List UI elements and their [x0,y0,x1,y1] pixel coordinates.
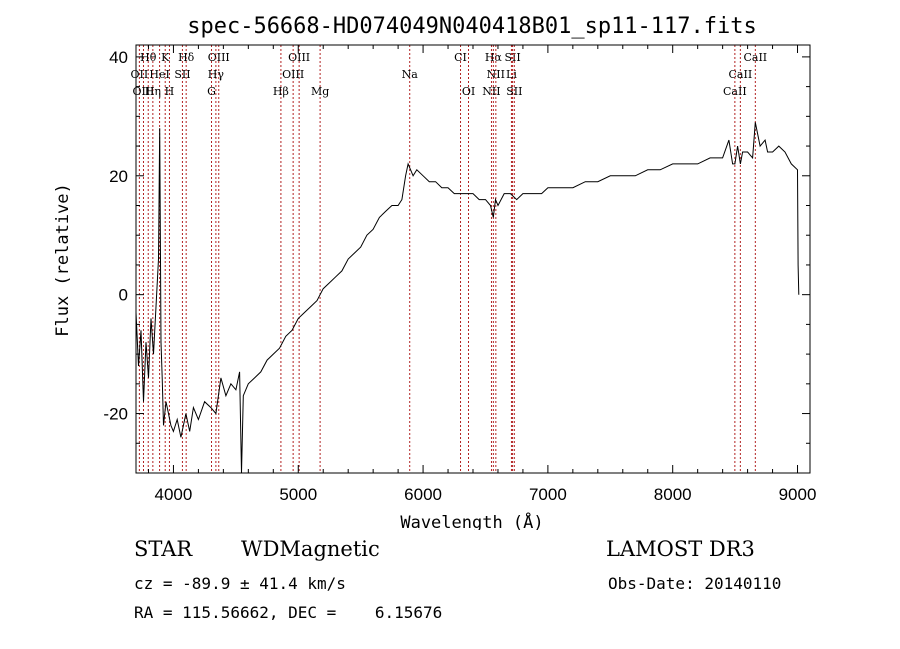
spectral-line-label: SII [504,51,520,64]
ra-dec: RA = 115.56662, DEC = 6.15676 [134,603,443,622]
spectral-line-label: Hη [145,85,161,98]
spectral-line-label: CaII [729,68,753,81]
spectral-line-label: OIII [208,51,230,64]
x-axis-label: Wavelength (Å) [400,511,543,530]
object-subclass: WDMagnetic [241,537,380,561]
spectral-line-label: Hθ [140,51,157,64]
spectral-line-label: Hα [485,51,503,64]
spectral-line-label: G [207,85,216,98]
spectral-line-label: K [161,51,170,64]
spectrum-line [135,122,800,474]
spectral-line-label: SII [174,68,190,81]
observation-date: Obs-Date: 20140110 [608,574,782,593]
spectral-line-label: OII [131,68,149,81]
x-tick-label: 5000 [279,485,317,504]
redshift-cz: cz = -89.9 ± 41.4 km/s [134,574,346,593]
spectral-line-label: HeI [149,68,169,81]
object-class: STAR [134,537,193,561]
y-axis-label: Flux (relative) [53,183,73,337]
axis-ticks: 4000 5000 6000 7000 8000 9000 -20 0 20 40 [103,45,816,504]
x-tick-label: 8000 [654,485,692,504]
x-tick-label: 7000 [529,485,567,504]
y-tick-label: 0 [119,286,128,305]
chart-title: spec-56668-HD074049N040418B01_sp11-117.f… [187,14,757,39]
spectral-line-label: OIII [282,68,304,81]
survey-name: LAMOST DR3 [606,537,755,561]
spectral-line-label: H [165,85,175,98]
spectral-line-label: Hδ [178,51,195,64]
spectral-line-label: Li [506,68,517,81]
x-tick-label: 6000 [404,485,442,504]
x-tick-label: 4000 [155,485,193,504]
x-tick-label: 9000 [779,485,817,504]
spectral-line-label: Na [402,68,419,81]
spectral-line-label: NII [482,85,500,98]
y-tick-label: 40 [109,48,128,67]
spectral-line-label: NII [487,68,505,81]
spectral-line-label: OI [462,85,475,98]
spectral-line-label: CaII [723,85,747,98]
plot-frame [135,44,811,474]
y-tick-label: 20 [109,167,128,186]
spectral-line-label: CaII [743,51,767,64]
spectrum-chart: spec-56668-HD074049N040418B01_sp11-117.f… [53,14,816,530]
spectral-line-label: CI [454,51,467,64]
y-tick-label: -20 [103,405,128,424]
spectral-line-label: OIII [132,85,154,98]
spectral-line-label: Hγ [208,68,225,81]
spectral-line-label: Mg [311,85,329,98]
spectral-line-label: SII [506,85,522,98]
spectral-line-label: Hβ [273,85,289,98]
spectral-line-label: OIII [288,51,310,64]
